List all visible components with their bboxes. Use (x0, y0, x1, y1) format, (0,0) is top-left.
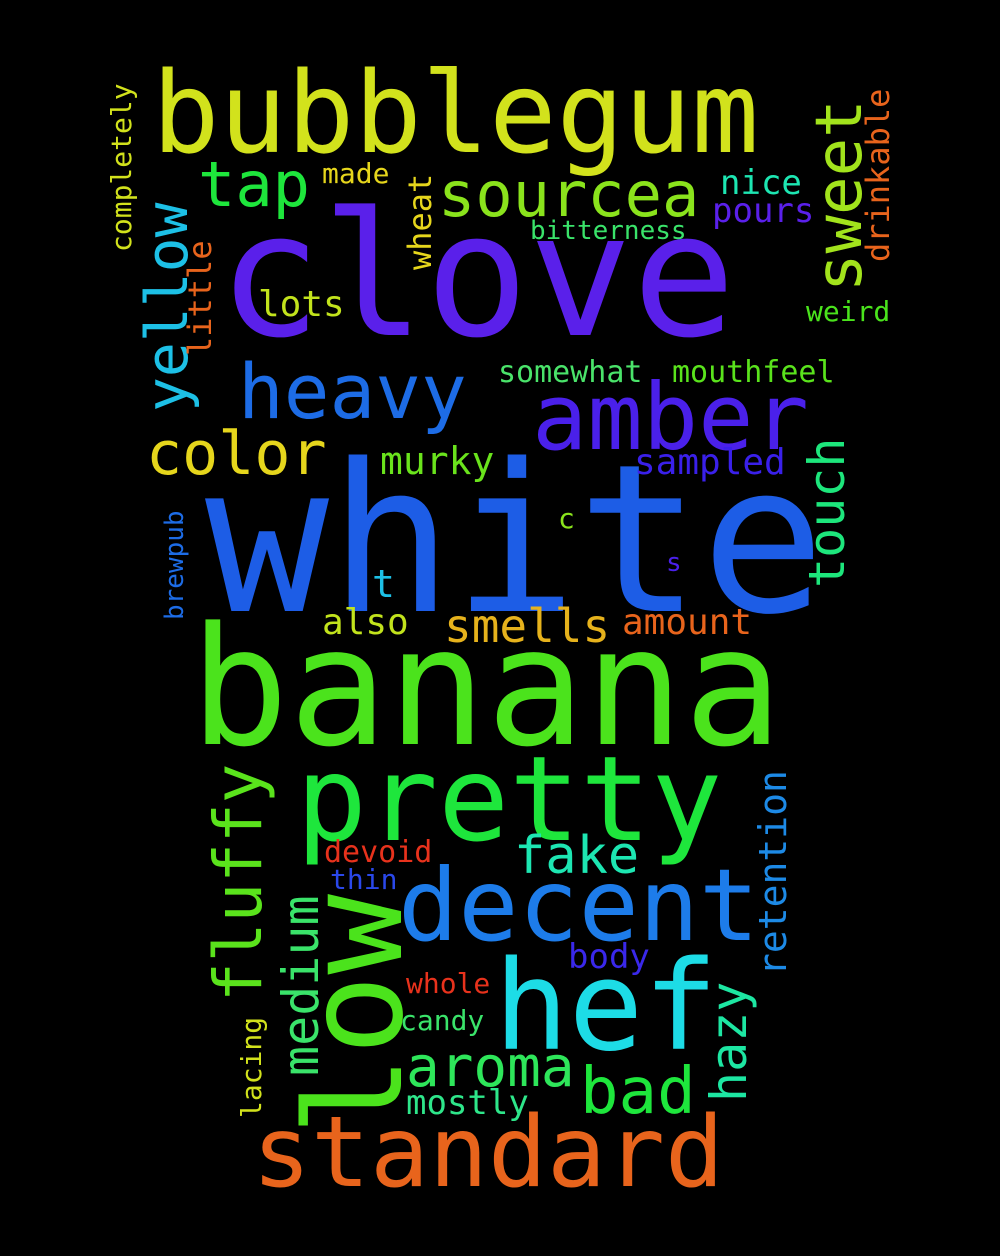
word-mouthfeel: mouthfeel (672, 355, 835, 390)
word-heavy: heavy (238, 347, 467, 436)
word-murky: murky (380, 439, 495, 483)
word-c: c (558, 502, 575, 535)
word-pretty: pretty (296, 730, 723, 868)
word-hef: hef (494, 935, 718, 1079)
word-sourcea: sourcea (438, 158, 700, 231)
word-little: little (181, 240, 219, 356)
word-amount: amount (622, 602, 753, 643)
word-devoid: devoid (324, 835, 433, 870)
word-brewpub: brewpub (160, 510, 190, 620)
word-made: made (322, 157, 390, 190)
word-nice: nice (720, 163, 802, 203)
word-candy: candy (400, 1004, 485, 1037)
word-clove: clove (218, 175, 736, 376)
word-body: body (568, 937, 650, 977)
word-bad: bad (580, 1055, 696, 1129)
word-weird: weird (806, 295, 891, 328)
word-amber: amber (532, 364, 809, 471)
word-sampled: sampled (634, 442, 786, 483)
word-decent: decent (398, 847, 760, 964)
word-whole: whole (406, 967, 491, 1000)
word-standard: standard (252, 1096, 725, 1210)
word-medium: medium (272, 895, 330, 1076)
word-hazy: hazy (700, 981, 758, 1102)
word-lacing: lacing (235, 1016, 268, 1118)
word-mostly: mostly (406, 1083, 529, 1123)
word-white: white (205, 420, 826, 660)
word-tap: tap (198, 148, 310, 221)
word-drinkable: drinkable (859, 88, 897, 262)
word-aroma: aroma (406, 1035, 575, 1100)
word-touch: touch (798, 437, 856, 588)
word-thin: thin (330, 863, 398, 896)
word-completely: completely (105, 83, 138, 252)
word-pours: pours (712, 191, 815, 231)
word-color: color (146, 419, 327, 489)
word-banana: banana (190, 592, 783, 783)
word-fluffy: fluffy (200, 763, 277, 1002)
word-fake: fake (514, 826, 640, 886)
word-lots: lots (258, 284, 345, 325)
word-wheat: wheat (401, 173, 439, 270)
word-smells: smells (444, 599, 611, 653)
word-somewhat: somewhat (498, 355, 643, 390)
word-s: s (666, 548, 682, 578)
word-bitterness: bitterness (530, 216, 687, 246)
word-bubblegum: bubblegum (152, 49, 759, 179)
word-retention: retention (751, 770, 795, 976)
word-t: t (372, 562, 395, 606)
word-also: also (322, 602, 409, 643)
